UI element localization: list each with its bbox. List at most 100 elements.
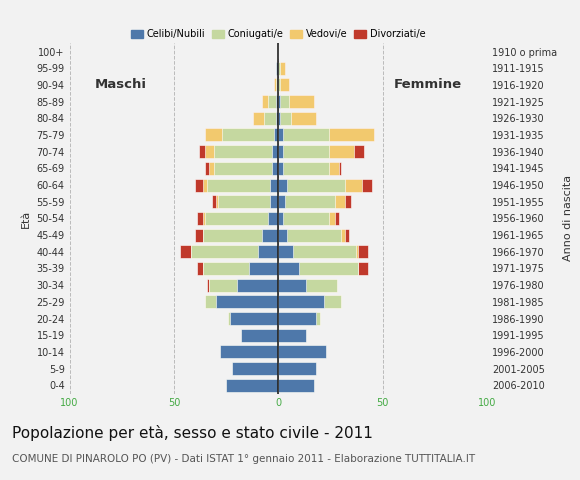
Bar	[278, 312, 316, 325]
Bar	[241, 329, 278, 342]
Bar	[253, 112, 278, 125]
Bar	[229, 312, 278, 325]
Bar	[274, 78, 278, 91]
Bar	[278, 162, 339, 175]
Bar	[262, 95, 278, 108]
Bar	[274, 129, 278, 142]
Bar	[216, 295, 278, 308]
Bar	[233, 362, 278, 375]
Bar	[233, 362, 278, 375]
Bar	[278, 212, 282, 225]
Bar	[209, 278, 278, 292]
Bar	[278, 245, 358, 258]
Bar	[278, 278, 306, 292]
Bar	[278, 362, 316, 375]
Bar	[278, 212, 339, 225]
Bar	[278, 162, 328, 175]
Bar	[220, 346, 278, 359]
Bar	[205, 212, 278, 225]
Text: Femmine: Femmine	[394, 78, 462, 91]
Bar	[233, 362, 278, 375]
Bar	[278, 312, 320, 325]
Bar	[278, 195, 335, 208]
Bar	[205, 295, 278, 308]
Bar	[278, 295, 324, 308]
Bar	[205, 129, 278, 142]
Bar	[272, 145, 278, 158]
Bar	[203, 262, 278, 275]
Bar	[278, 145, 354, 158]
Bar	[205, 162, 278, 175]
Bar	[278, 278, 337, 292]
Text: Popolazione per età, sesso e stato civile - 2011: Popolazione per età, sesso e stato civil…	[12, 425, 372, 441]
Bar	[278, 362, 316, 375]
Bar	[278, 295, 341, 308]
Bar	[278, 112, 281, 125]
Bar	[278, 245, 293, 258]
Bar	[241, 329, 278, 342]
Bar	[276, 62, 278, 75]
Bar	[203, 262, 278, 275]
Bar	[229, 312, 278, 325]
Bar	[203, 228, 278, 241]
Bar	[276, 112, 278, 125]
Bar	[253, 112, 278, 125]
Y-axis label: Anno di nascita: Anno di nascita	[563, 175, 572, 262]
Bar	[213, 162, 278, 175]
Bar	[203, 228, 278, 241]
Bar	[205, 295, 278, 308]
Bar	[278, 362, 316, 375]
Bar	[278, 295, 341, 308]
Bar	[258, 245, 278, 258]
Bar	[209, 278, 278, 292]
Text: COMUNE DI PINAROLO PO (PV) - Dati ISTAT 1° gennaio 2011 - Elaborazione TUTTITALI: COMUNE DI PINAROLO PO (PV) - Dati ISTAT …	[12, 454, 474, 464]
Bar	[278, 295, 341, 308]
Bar	[208, 179, 278, 192]
Bar	[278, 195, 285, 208]
Bar	[276, 62, 278, 75]
Bar	[278, 329, 306, 342]
Bar	[278, 245, 356, 258]
Bar	[278, 228, 345, 241]
Bar	[278, 228, 349, 241]
Bar	[278, 346, 327, 359]
Bar	[276, 62, 278, 75]
Bar	[229, 312, 278, 325]
Bar	[268, 212, 278, 225]
Bar	[226, 379, 278, 392]
Bar	[226, 379, 278, 392]
Bar	[208, 278, 278, 292]
Bar	[274, 78, 278, 91]
Bar	[262, 228, 278, 241]
Bar	[278, 179, 287, 192]
Bar	[278, 212, 335, 225]
Bar	[278, 78, 289, 91]
Bar	[278, 95, 281, 108]
Bar	[220, 346, 278, 359]
Bar	[278, 62, 285, 75]
Bar	[226, 379, 278, 392]
Bar	[212, 195, 278, 208]
Bar	[278, 195, 351, 208]
Bar	[195, 228, 278, 241]
Legend: Celibi/Nubili, Coniugati/e, Vedovi/e, Divorziati/e: Celibi/Nubili, Coniugati/e, Vedovi/e, Di…	[128, 25, 429, 43]
Bar	[199, 145, 278, 158]
Bar	[209, 162, 278, 175]
Text: Maschi: Maschi	[95, 78, 147, 91]
Bar	[278, 312, 320, 325]
Bar	[278, 379, 314, 392]
Bar	[278, 195, 345, 208]
Bar	[272, 162, 278, 175]
Bar	[278, 212, 328, 225]
Bar	[249, 262, 278, 275]
Bar	[205, 295, 278, 308]
Bar	[278, 379, 314, 392]
Bar	[278, 78, 281, 91]
Bar	[278, 95, 314, 108]
Bar	[264, 112, 278, 125]
Bar	[222, 129, 278, 142]
Bar	[233, 362, 278, 375]
Bar	[195, 179, 278, 192]
Bar	[213, 145, 278, 158]
Bar	[276, 62, 278, 75]
